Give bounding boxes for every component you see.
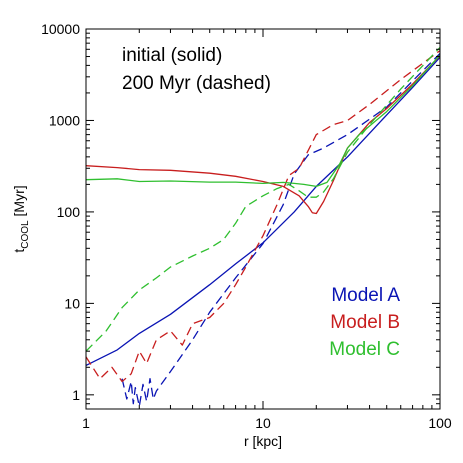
x-tick-label: 1	[82, 415, 90, 431]
y-axis-label-sub: COOL	[20, 220, 31, 249]
legend-model-b: Model B	[330, 312, 400, 333]
y-axis-label: tCOOL [Myr]	[11, 185, 31, 252]
model-a-dashed-line	[121, 53, 441, 407]
x-axis-label: r [kpc]	[244, 433, 282, 449]
y-tick-label: 1	[72, 387, 80, 403]
x-tick-label: 10	[255, 415, 271, 431]
model-b-solid-line	[85, 55, 441, 215]
y-axis-label-unit: [Myr]	[11, 185, 27, 220]
y-axis-label-main: t	[11, 249, 27, 253]
svg-text:tCOOL [Myr]: tCOOL [Myr]	[11, 185, 31, 252]
model-b-dashed-line	[85, 50, 441, 383]
annotation-dashed: 200 Myr (dashed)	[122, 73, 271, 94]
ticks-layer: 1 10 100 1 10 100 1000 10000	[41, 21, 452, 431]
annotation-initial: initial (solid)	[122, 45, 222, 66]
legend-model-c: Model C	[329, 339, 400, 360]
y-tick-label: 10	[64, 295, 80, 311]
series-layer	[85, 46, 441, 407]
x-tick-label: 100	[428, 415, 452, 431]
legend-model-a: Model A	[331, 285, 400, 306]
y-tick-label: 1000	[49, 112, 80, 128]
model-c-dashed-line	[85, 46, 441, 352]
y-tick-label: 10000	[41, 21, 80, 37]
y-tick-label: 100	[57, 204, 81, 220]
